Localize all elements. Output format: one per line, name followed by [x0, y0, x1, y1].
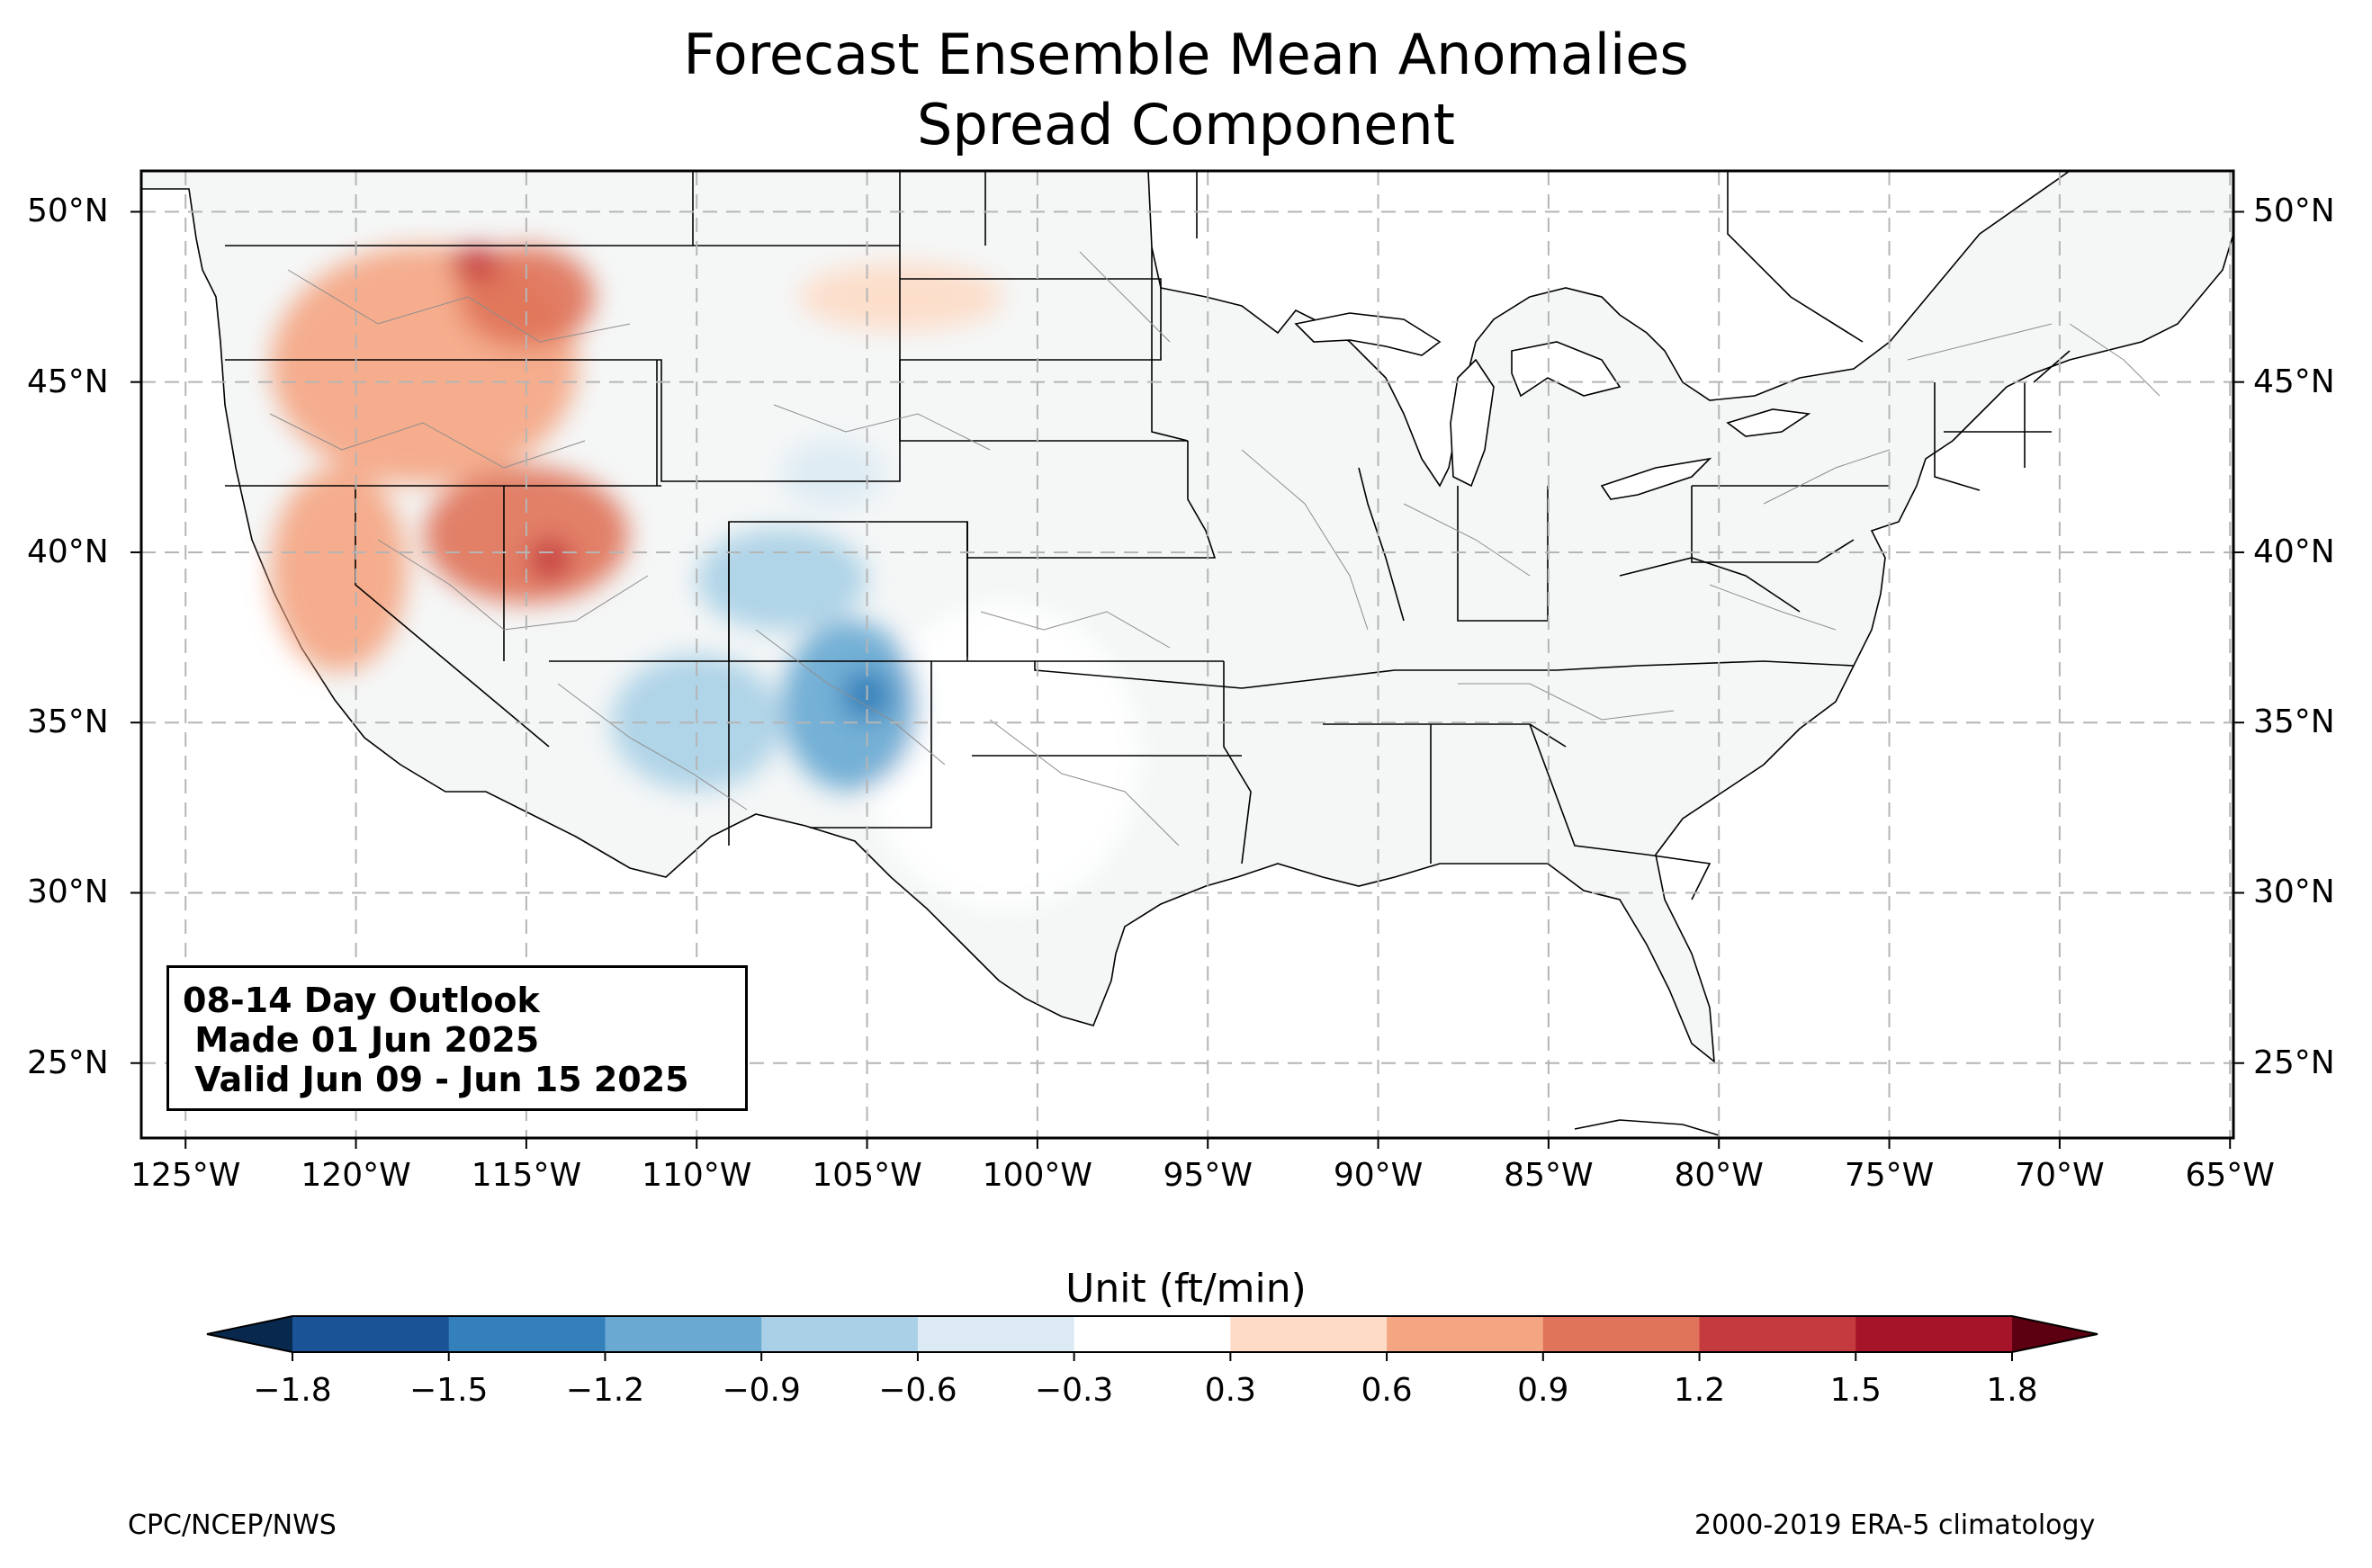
outlook-valid-range: Valid Jun 09 - Jun 15 2025: [183, 1060, 689, 1099]
colorbar-segment: [761, 1316, 919, 1352]
lat-label: 50°N: [2253, 193, 2335, 230]
anomaly-wyoming-negative: [781, 440, 885, 508]
map-content: [141, 171, 2233, 1138]
anomaly-dakotas-positive: [798, 263, 1004, 331]
lon-label: 95°W: [1163, 1157, 1253, 1194]
colorbar-segment: [605, 1316, 762, 1352]
colorbar: [206, 1315, 2098, 1361]
lon-label: 90°W: [1333, 1157, 1424, 1194]
colorbar-tick-label: 0.9: [1517, 1372, 1569, 1409]
lon-label: 125°W: [130, 1157, 241, 1194]
lon-label: 120°W: [301, 1157, 411, 1194]
colorbar-under-arrow: [207, 1316, 292, 1352]
outlook-info-box: 08-14 Day Outlook Made 01 Jun 2025 Valid…: [166, 965, 748, 1111]
colorbar-tick-label: −1.8: [253, 1372, 332, 1409]
colorbar-segment: [1855, 1316, 2013, 1352]
lat-label: 50°N: [27, 193, 109, 230]
lon-label: 75°W: [1844, 1157, 1935, 1194]
anomaly-plains-texas-negative: [867, 603, 1140, 910]
colorbar-segment: [1699, 1316, 1856, 1352]
footer-climatology: 2000-2019 ERA-5 climatology: [1694, 1510, 2096, 1541]
lat-label: 25°N: [2253, 1044, 2335, 1081]
axis-ticks: [130, 211, 2244, 1149]
colorbar-segment: [917, 1316, 1075, 1352]
colorbar-segment: [1074, 1316, 1231, 1352]
colorbar-tick-label: 1.8: [1986, 1372, 2038, 1409]
lon-label: 105°W: [812, 1157, 922, 1194]
lon-label: 115°W: [471, 1157, 582, 1194]
outlook-made-date: Made 01 Jun 2025: [183, 1020, 540, 1060]
colorbar-tick-label: −0.9: [722, 1372, 801, 1409]
colorbar-tick-label: 0.6: [1361, 1372, 1413, 1409]
anomaly-california-positive: [270, 467, 408, 672]
lat-label: 30°N: [2253, 874, 2335, 911]
lat-label: 40°N: [27, 533, 109, 570]
lon-label: 80°W: [1674, 1157, 1764, 1194]
colorbar-tick-label: −0.3: [1034, 1372, 1114, 1409]
lat-label: 35°N: [2253, 703, 2335, 741]
lat-label: 45°N: [27, 363, 109, 400]
anomaly-montana-max-positive: [449, 246, 501, 281]
colorbar-tick-label: −0.6: [878, 1372, 957, 1409]
great-lakes: [1294, 312, 1811, 500]
neighbor-borders: [692, 171, 2071, 1136]
lon-label: 100°W: [982, 1157, 1093, 1194]
colorbar-segment: [292, 1316, 450, 1352]
lat-label: 25°N: [27, 1044, 109, 1081]
map-subtitle: Spread Component: [917, 92, 1455, 157]
colorbar-over-arrow: [2012, 1316, 2098, 1352]
colorbar-segment: [448, 1316, 606, 1352]
outlook-period: 08-14 Day Outlook: [183, 981, 540, 1020]
map-title: Forecast Ensemble Mean Anomalies: [683, 22, 1689, 87]
colorbar-tick-label: 1.5: [1829, 1372, 1882, 1409]
lat-label: 40°N: [2253, 533, 2335, 570]
lon-label: 85°W: [1504, 1157, 1594, 1194]
lon-label: 110°W: [642, 1157, 752, 1194]
colorbar-tick-label: 0.3: [1204, 1372, 1256, 1409]
lat-label: 45°N: [2253, 363, 2335, 400]
colorbar-tick-label: 1.2: [1673, 1372, 1726, 1409]
colorbar-tick-label: −1.2: [565, 1372, 645, 1409]
lat-label: 30°N: [27, 874, 109, 911]
colorbar-segment: [1542, 1316, 1701, 1352]
lat-label: 35°N: [27, 703, 109, 741]
anomaly-colorado-utah-negative: [696, 528, 867, 632]
colorbar-segment: [1387, 1316, 1544, 1352]
anomaly-utah-max-positive: [529, 538, 571, 580]
climate-division-lines: [269, 251, 2161, 847]
colorbar-tick-label: −1.5: [409, 1372, 489, 1409]
colorbar-segment: [1230, 1316, 1388, 1352]
lon-label: 65°W: [2185, 1157, 2275, 1194]
map-frame: [139, 169, 2235, 1140]
footer-source: CPC/NCEP/NWS: [128, 1510, 337, 1541]
colorbar-label: Unit (ft/min): [1065, 1266, 1307, 1312]
lon-label: 70°W: [2015, 1157, 2105, 1194]
